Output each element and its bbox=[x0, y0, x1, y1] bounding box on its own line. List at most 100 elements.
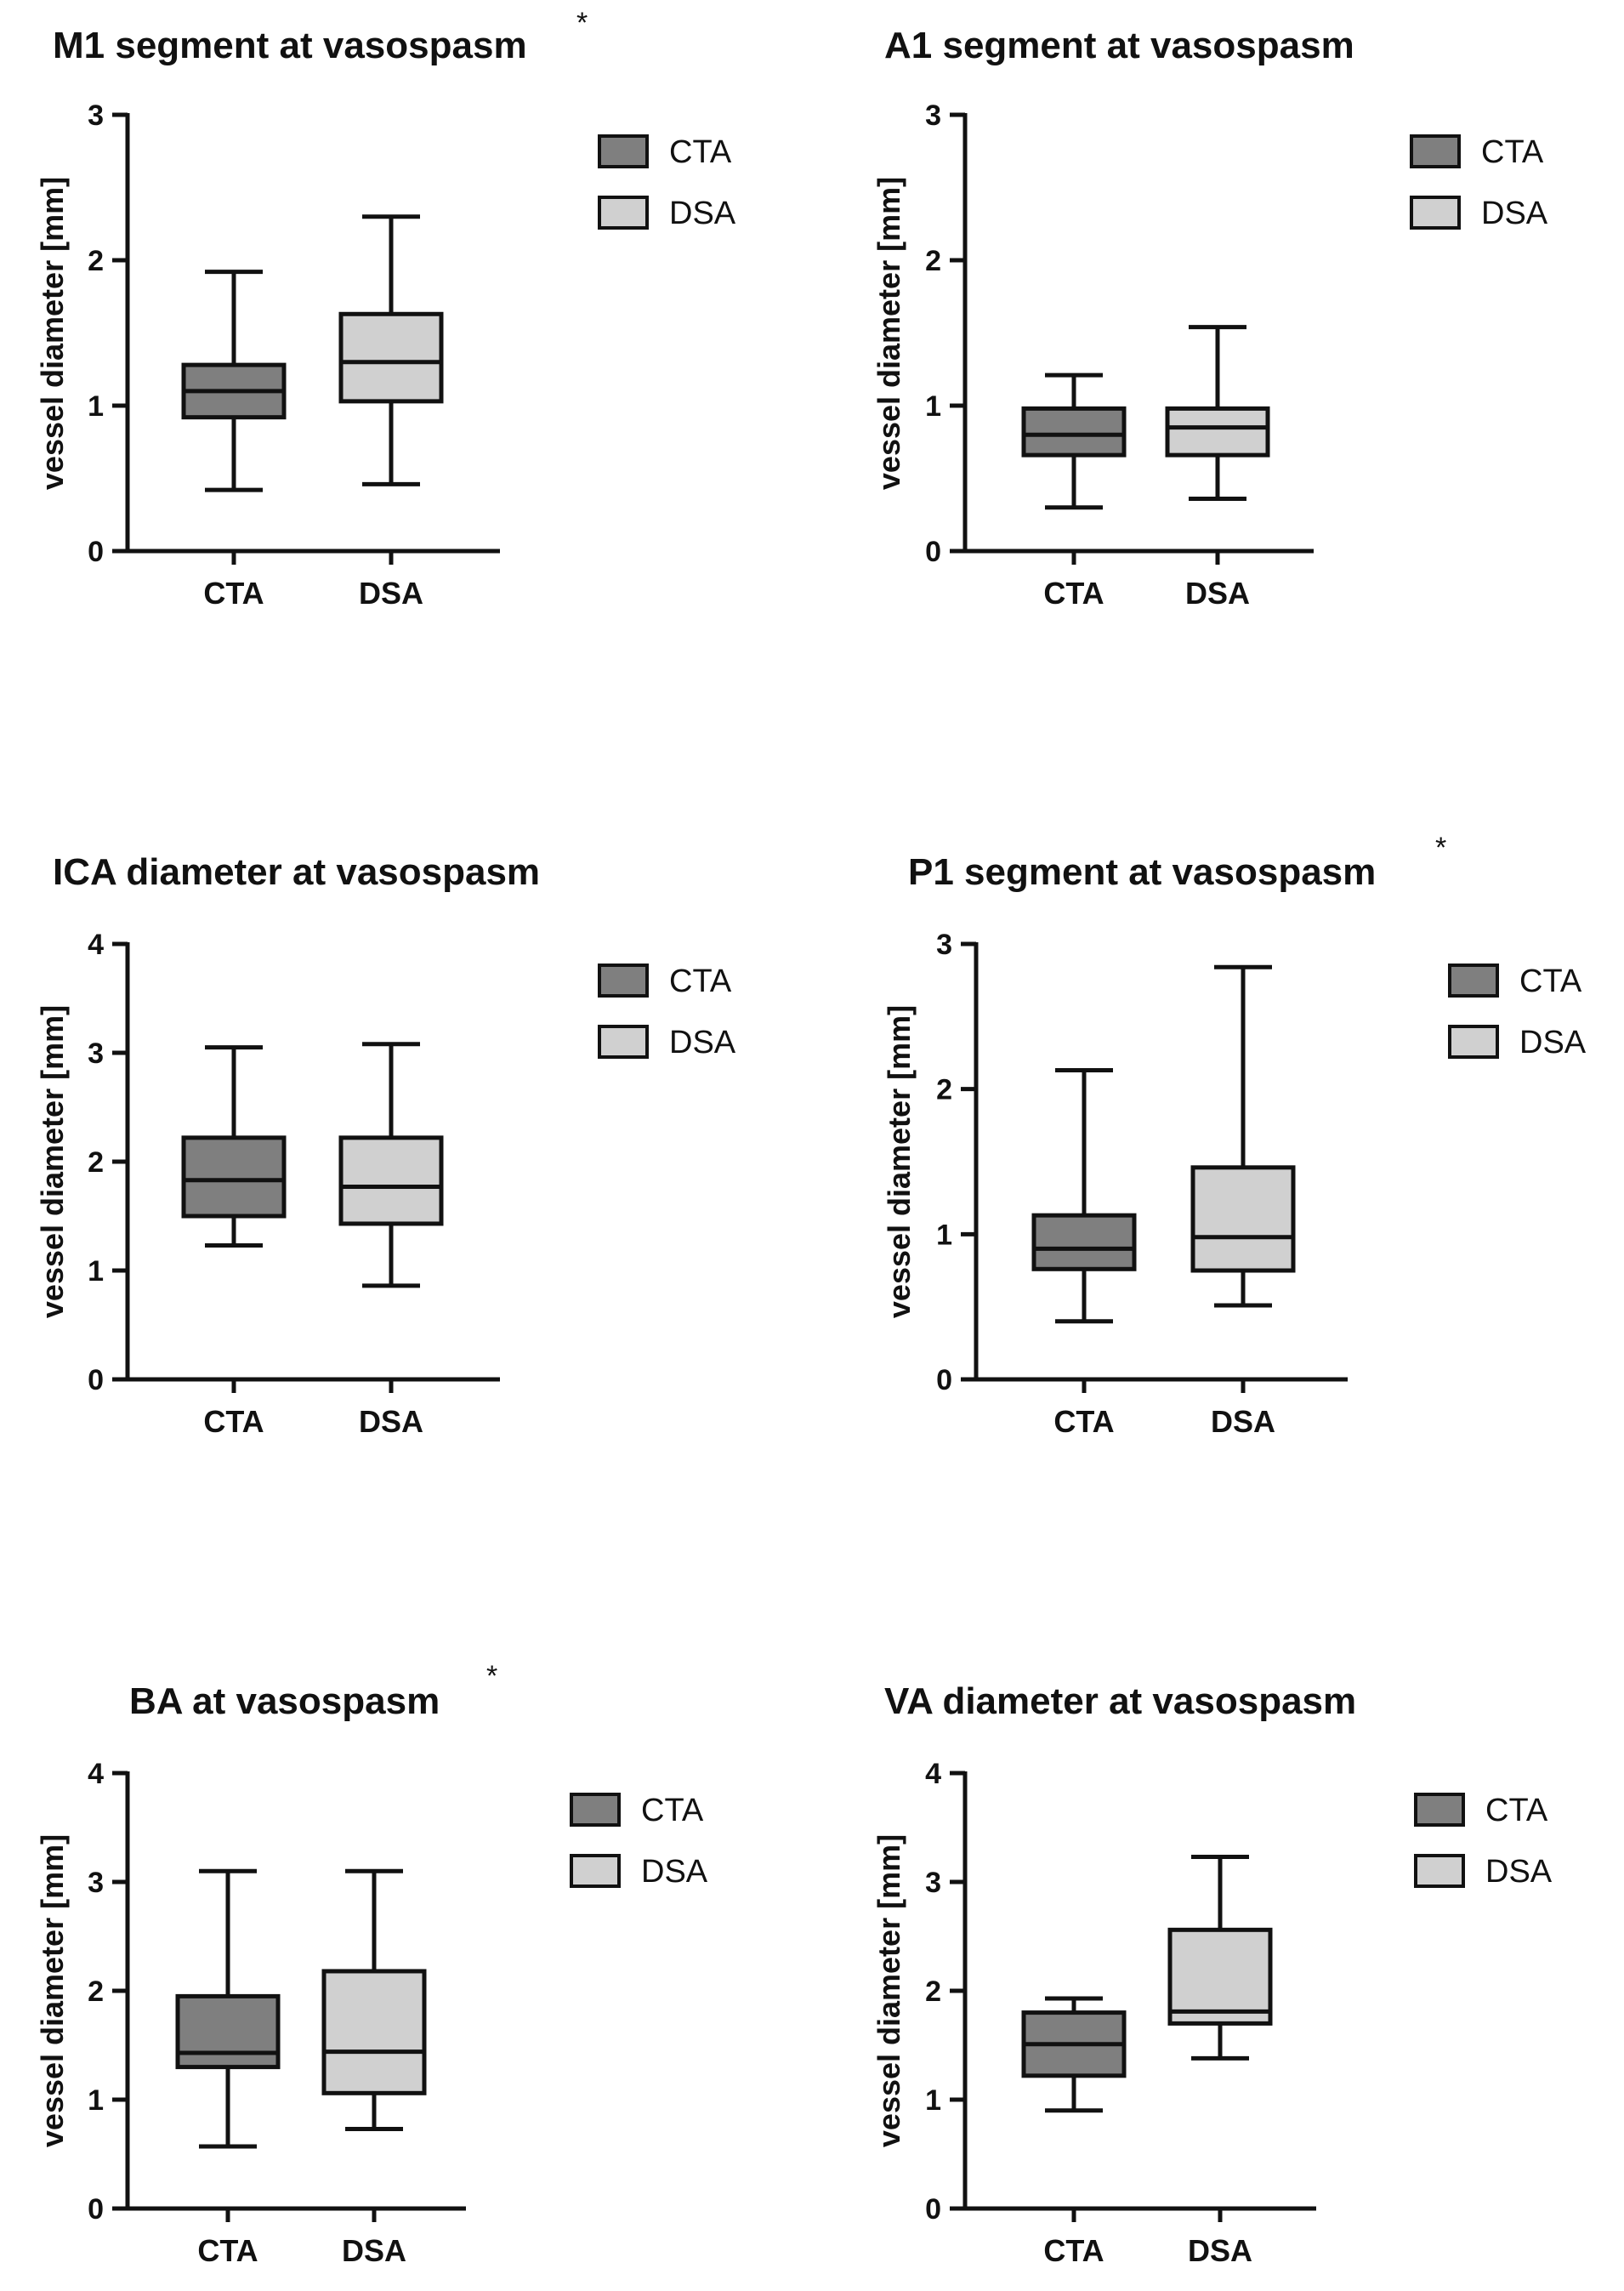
y-tick-label: 2 bbox=[925, 245, 941, 277]
y-tick-label: 3 bbox=[88, 1037, 104, 1070]
box-iqr bbox=[338, 311, 444, 404]
y-tick-label: 4 bbox=[88, 1758, 104, 1790]
box-dsa: DSA bbox=[1190, 964, 1296, 1439]
chart-title: M1 segment at vasospasm bbox=[53, 25, 527, 66]
box-dsa: DSA bbox=[338, 1042, 444, 1439]
x-tick-label: DSA bbox=[1185, 576, 1250, 611]
x-tick-label: CTA bbox=[1053, 1404, 1114, 1439]
chart-panel-2: A1 segment at vasospasm vessel diameter [… bbox=[872, 25, 1548, 611]
box-iqr bbox=[338, 1135, 444, 1226]
y-tick-label: 0 bbox=[88, 536, 104, 568]
x-tick-label: CTA bbox=[1043, 2233, 1104, 2268]
y-tick-label: 0 bbox=[88, 2193, 104, 2226]
y-axis-label: vessel diameter [mm] bbox=[882, 1005, 917, 1318]
y-tick-label: 2 bbox=[925, 1975, 941, 2008]
y-tick-label: 2 bbox=[88, 245, 104, 277]
chart-panel-1: M1 segment at vasospasm * vessel diameter … bbox=[35, 7, 736, 611]
box-cta: CTA bbox=[181, 1045, 287, 1439]
legend-item-dsa: DSA bbox=[1410, 196, 1548, 231]
legend-item-cta: CTA bbox=[1448, 964, 1582, 999]
legend-label: CTA bbox=[641, 1793, 704, 1828]
box-cta: CTA bbox=[1021, 1996, 1127, 2268]
x-tick-label: DSA bbox=[342, 2233, 406, 2268]
box-cta: CTA bbox=[1031, 1067, 1137, 1439]
significance-marker: * bbox=[576, 7, 588, 39]
chart-panel-3: ICA diameter at vasospasm vessel diameter… bbox=[35, 851, 736, 1439]
legend-swatch bbox=[570, 1793, 621, 1827]
legend-item-cta: CTA bbox=[598, 964, 732, 999]
x-tick-label: CTA bbox=[197, 2233, 258, 2268]
legend-swatch bbox=[598, 196, 649, 230]
y-tick-label: 0 bbox=[936, 1364, 952, 1396]
legend-swatch bbox=[598, 964, 649, 998]
legend-swatch bbox=[1448, 964, 1499, 998]
legend-label: CTA bbox=[669, 134, 732, 170]
box-iqr bbox=[321, 1969, 427, 2095]
legend-item-dsa: DSA bbox=[598, 196, 736, 231]
box-dsa: DSA bbox=[1165, 325, 1270, 611]
legend-label: DSA bbox=[1481, 196, 1548, 231]
legend-label: DSA bbox=[669, 1025, 736, 1060]
legend-item-cta: CTA bbox=[1410, 134, 1544, 170]
y-axis-label: vessel diameter [mm] bbox=[872, 1834, 906, 2147]
y-tick-label: 4 bbox=[88, 929, 104, 961]
y-tick-label: 2 bbox=[88, 1975, 104, 2008]
y-axis-label: vessel diameter [mm] bbox=[35, 1005, 70, 1318]
y-axis-label: vessel diameter [mm] bbox=[35, 1834, 70, 2147]
legend-item-cta: CTA bbox=[598, 134, 732, 170]
legend-swatch bbox=[598, 1025, 649, 1059]
legend-swatch bbox=[598, 134, 649, 168]
chart-panel-4: P1 segment at vasospasm * vessel diameter … bbox=[882, 832, 1587, 1439]
y-tick-label: 1 bbox=[88, 1255, 104, 1288]
y-tick-label: 0 bbox=[88, 1364, 104, 1396]
chart-panel-5: BA at vasospasm * vessel diameter [mm] 0 1 2 3… bbox=[35, 1660, 708, 2268]
legend-swatch bbox=[1410, 134, 1461, 168]
legend-item-dsa: DSA bbox=[598, 1025, 736, 1060]
x-tick-label: DSA bbox=[1188, 2233, 1252, 2268]
y-tick-label: 3 bbox=[936, 929, 952, 961]
legend-label: DSA bbox=[669, 196, 736, 231]
chart-title: BA at vasospasm bbox=[129, 1680, 440, 1722]
x-tick-label: DSA bbox=[359, 1404, 423, 1439]
y-axis-label: vessel diameter [mm] bbox=[35, 177, 70, 490]
chart-title: VA diameter at vasospasm bbox=[884, 1680, 1356, 1722]
legend-swatch bbox=[1448, 1025, 1499, 1059]
legend-item-cta: CTA bbox=[1414, 1793, 1548, 1828]
legend-label: CTA bbox=[1485, 1793, 1548, 1828]
box-cta: CTA bbox=[181, 270, 287, 611]
box-iqr bbox=[1167, 1927, 1273, 2026]
chart-title: ICA diameter at vasospasm bbox=[53, 851, 540, 893]
y-tick-label: 2 bbox=[936, 1074, 952, 1106]
box-iqr bbox=[1031, 1213, 1137, 1271]
legend-swatch bbox=[1410, 196, 1461, 230]
legend-label: DSA bbox=[1519, 1025, 1587, 1060]
legend-item-dsa: DSA bbox=[1448, 1025, 1587, 1060]
legend-label: DSA bbox=[1485, 1854, 1553, 1890]
y-tick-label: 1 bbox=[88, 2084, 104, 2117]
box-dsa: DSA bbox=[1167, 1855, 1273, 2268]
legend-item-dsa: DSA bbox=[570, 1854, 708, 1890]
chart-title: P1 segment at vasospasm bbox=[908, 851, 1376, 893]
y-tick-label: 3 bbox=[925, 1867, 941, 1899]
legend-swatch bbox=[1414, 1793, 1465, 1827]
box-cta: CTA bbox=[1021, 372, 1127, 611]
legend-label: DSA bbox=[641, 1854, 708, 1890]
y-tick-label: 1 bbox=[925, 390, 941, 423]
significance-marker: * bbox=[486, 1660, 497, 1692]
y-tick-label: 1 bbox=[936, 1219, 952, 1251]
box-iqr bbox=[1021, 406, 1127, 458]
legend-swatch bbox=[1414, 1854, 1465, 1888]
box-iqr bbox=[181, 1135, 287, 1219]
y-tick-label: 0 bbox=[925, 2193, 941, 2226]
significance-marker: * bbox=[1435, 832, 1446, 864]
legend-label: CTA bbox=[669, 964, 732, 999]
y-tick-label: 3 bbox=[925, 99, 941, 132]
box-cta: CTA bbox=[175, 1868, 281, 2268]
x-tick-label: DSA bbox=[1211, 1404, 1275, 1439]
box-iqr bbox=[1190, 1165, 1296, 1273]
box-dsa: DSA bbox=[321, 1868, 427, 2268]
y-tick-label: 1 bbox=[925, 2084, 941, 2117]
chart-panel-6: VA diameter at vasospasm vessel diameter … bbox=[872, 1680, 1553, 2268]
y-tick-label: 2 bbox=[88, 1146, 104, 1179]
y-tick-label: 3 bbox=[88, 1867, 104, 1899]
